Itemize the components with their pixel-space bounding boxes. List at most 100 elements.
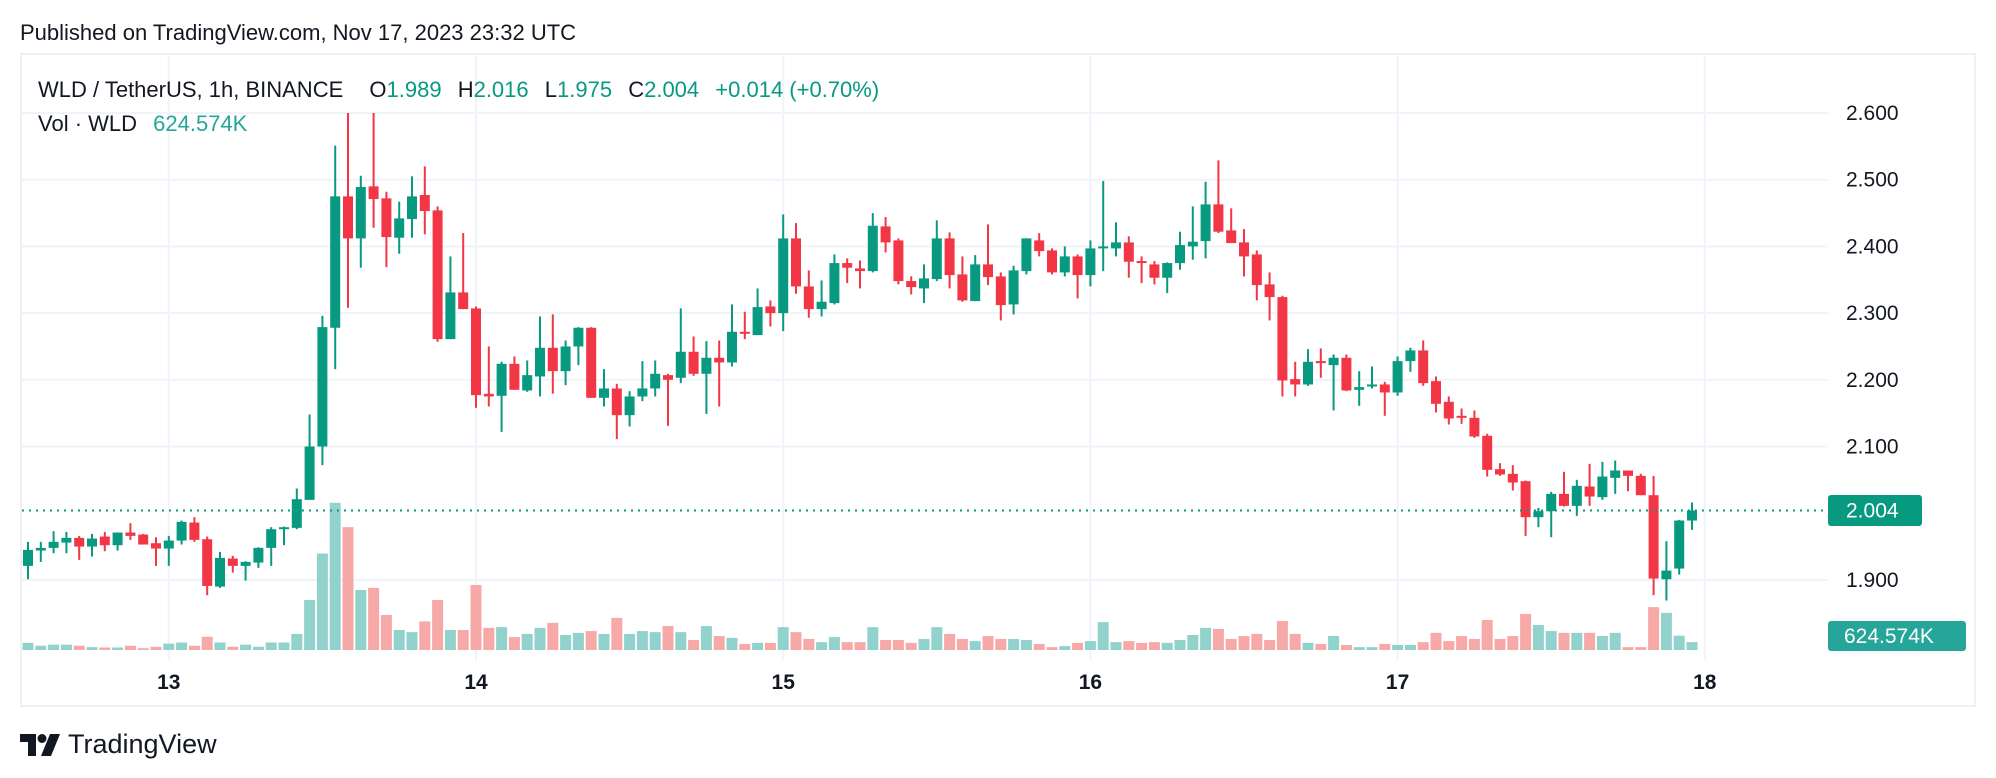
candle[interactable] <box>1213 160 1224 234</box>
candle[interactable] <box>99 531 110 552</box>
candle[interactable] <box>355 175 366 268</box>
candle[interactable] <box>803 270 814 318</box>
candle[interactable] <box>266 527 277 566</box>
candle[interactable] <box>368 113 379 228</box>
candle[interactable] <box>112 532 123 551</box>
candle[interactable] <box>752 288 763 336</box>
candle[interactable] <box>1034 233 1045 257</box>
candle[interactable] <box>1008 265 1019 315</box>
candle[interactable] <box>87 533 97 557</box>
candle[interactable] <box>317 315 328 466</box>
candle[interactable] <box>842 258 853 284</box>
candle[interactable] <box>1405 347 1416 372</box>
candle[interactable] <box>394 201 405 254</box>
candle[interactable] <box>176 520 187 545</box>
candle[interactable] <box>1187 206 1198 260</box>
candle[interactable] <box>35 541 46 562</box>
candle[interactable] <box>611 383 622 440</box>
candle[interactable] <box>765 300 776 327</box>
candle[interactable] <box>573 327 584 366</box>
candle[interactable] <box>1469 410 1480 438</box>
candle[interactable] <box>1674 519 1685 575</box>
candle[interactable] <box>445 256 456 340</box>
candle[interactable] <box>1495 463 1505 476</box>
candle[interactable] <box>535 316 545 397</box>
candle[interactable] <box>599 369 609 407</box>
candle[interactable] <box>1098 181 1109 272</box>
candle[interactable] <box>1635 473 1646 496</box>
candle[interactable] <box>1277 295 1288 397</box>
candle[interactable] <box>1392 356 1403 396</box>
candle[interactable] <box>1111 222 1121 257</box>
candle[interactable] <box>1149 261 1160 285</box>
candle[interactable] <box>1175 231 1185 270</box>
candle[interactable] <box>816 280 827 317</box>
candle[interactable] <box>957 256 968 302</box>
candle[interactable] <box>279 526 289 546</box>
candle[interactable] <box>880 217 891 253</box>
candle[interactable] <box>253 547 264 568</box>
candle[interactable] <box>1341 354 1352 392</box>
candle[interactable] <box>1482 433 1493 477</box>
candle[interactable] <box>637 361 648 402</box>
candle[interactable] <box>1379 381 1390 416</box>
candle[interactable] <box>496 361 507 432</box>
candle[interactable] <box>1251 250 1262 301</box>
candle[interactable] <box>1367 366 1377 389</box>
candle[interactable] <box>522 360 533 392</box>
candle[interactable] <box>1264 272 1275 321</box>
candle[interactable] <box>1315 348 1326 378</box>
candle[interactable] <box>1559 471 1569 507</box>
candle[interactable] <box>483 346 494 407</box>
candle[interactable] <box>663 373 673 426</box>
candle[interactable] <box>1303 349 1313 386</box>
candle[interactable] <box>23 541 33 580</box>
candle[interactable] <box>291 488 302 530</box>
candle[interactable] <box>1610 460 1621 494</box>
candle[interactable] <box>1443 396 1454 425</box>
candle[interactable] <box>1533 507 1544 528</box>
candle[interactable] <box>138 533 149 545</box>
candle[interactable] <box>1507 465 1518 491</box>
candle[interactable] <box>471 306 481 408</box>
candle[interactable] <box>1328 354 1339 411</box>
candle[interactable] <box>1648 475 1659 596</box>
candle[interactable] <box>893 238 904 285</box>
candle[interactable] <box>1418 340 1429 386</box>
candle[interactable] <box>714 340 725 407</box>
candle[interactable] <box>650 360 661 397</box>
candle[interactable] <box>1623 470 1633 492</box>
candle[interactable] <box>215 551 225 588</box>
candle[interactable] <box>906 276 917 295</box>
candle[interactable] <box>983 224 993 286</box>
candle[interactable] <box>778 214 789 332</box>
candle[interactable] <box>189 517 200 542</box>
candle[interactable] <box>1354 371 1365 406</box>
candle[interactable] <box>1290 361 1301 397</box>
candle[interactable] <box>227 555 238 573</box>
candle[interactable] <box>1546 491 1557 538</box>
candle[interactable] <box>1085 240 1096 287</box>
candle[interactable] <box>74 535 85 560</box>
candle[interactable] <box>407 176 417 238</box>
candle[interactable] <box>995 272 1006 321</box>
candle[interactable] <box>330 145 341 370</box>
candle[interactable] <box>1047 248 1057 275</box>
candle[interactable] <box>727 304 737 367</box>
candle[interactable] <box>48 531 59 554</box>
candle[interactable] <box>1072 254 1083 299</box>
candle[interactable] <box>560 340 571 386</box>
time-axis[interactable]: 13 14 15 16 17 18 <box>157 671 1717 694</box>
candle[interactable] <box>1226 208 1237 244</box>
candle[interactable] <box>624 391 635 427</box>
candle[interactable] <box>547 314 558 394</box>
candle[interactable] <box>688 336 699 376</box>
candle[interactable] <box>944 232 955 289</box>
candle[interactable] <box>381 191 392 268</box>
candle[interactable] <box>458 233 469 310</box>
candle[interactable] <box>675 308 686 384</box>
candle[interactable] <box>432 206 443 342</box>
candle[interactable] <box>919 264 929 304</box>
candle[interactable] <box>791 223 801 294</box>
candle[interactable] <box>931 220 942 282</box>
